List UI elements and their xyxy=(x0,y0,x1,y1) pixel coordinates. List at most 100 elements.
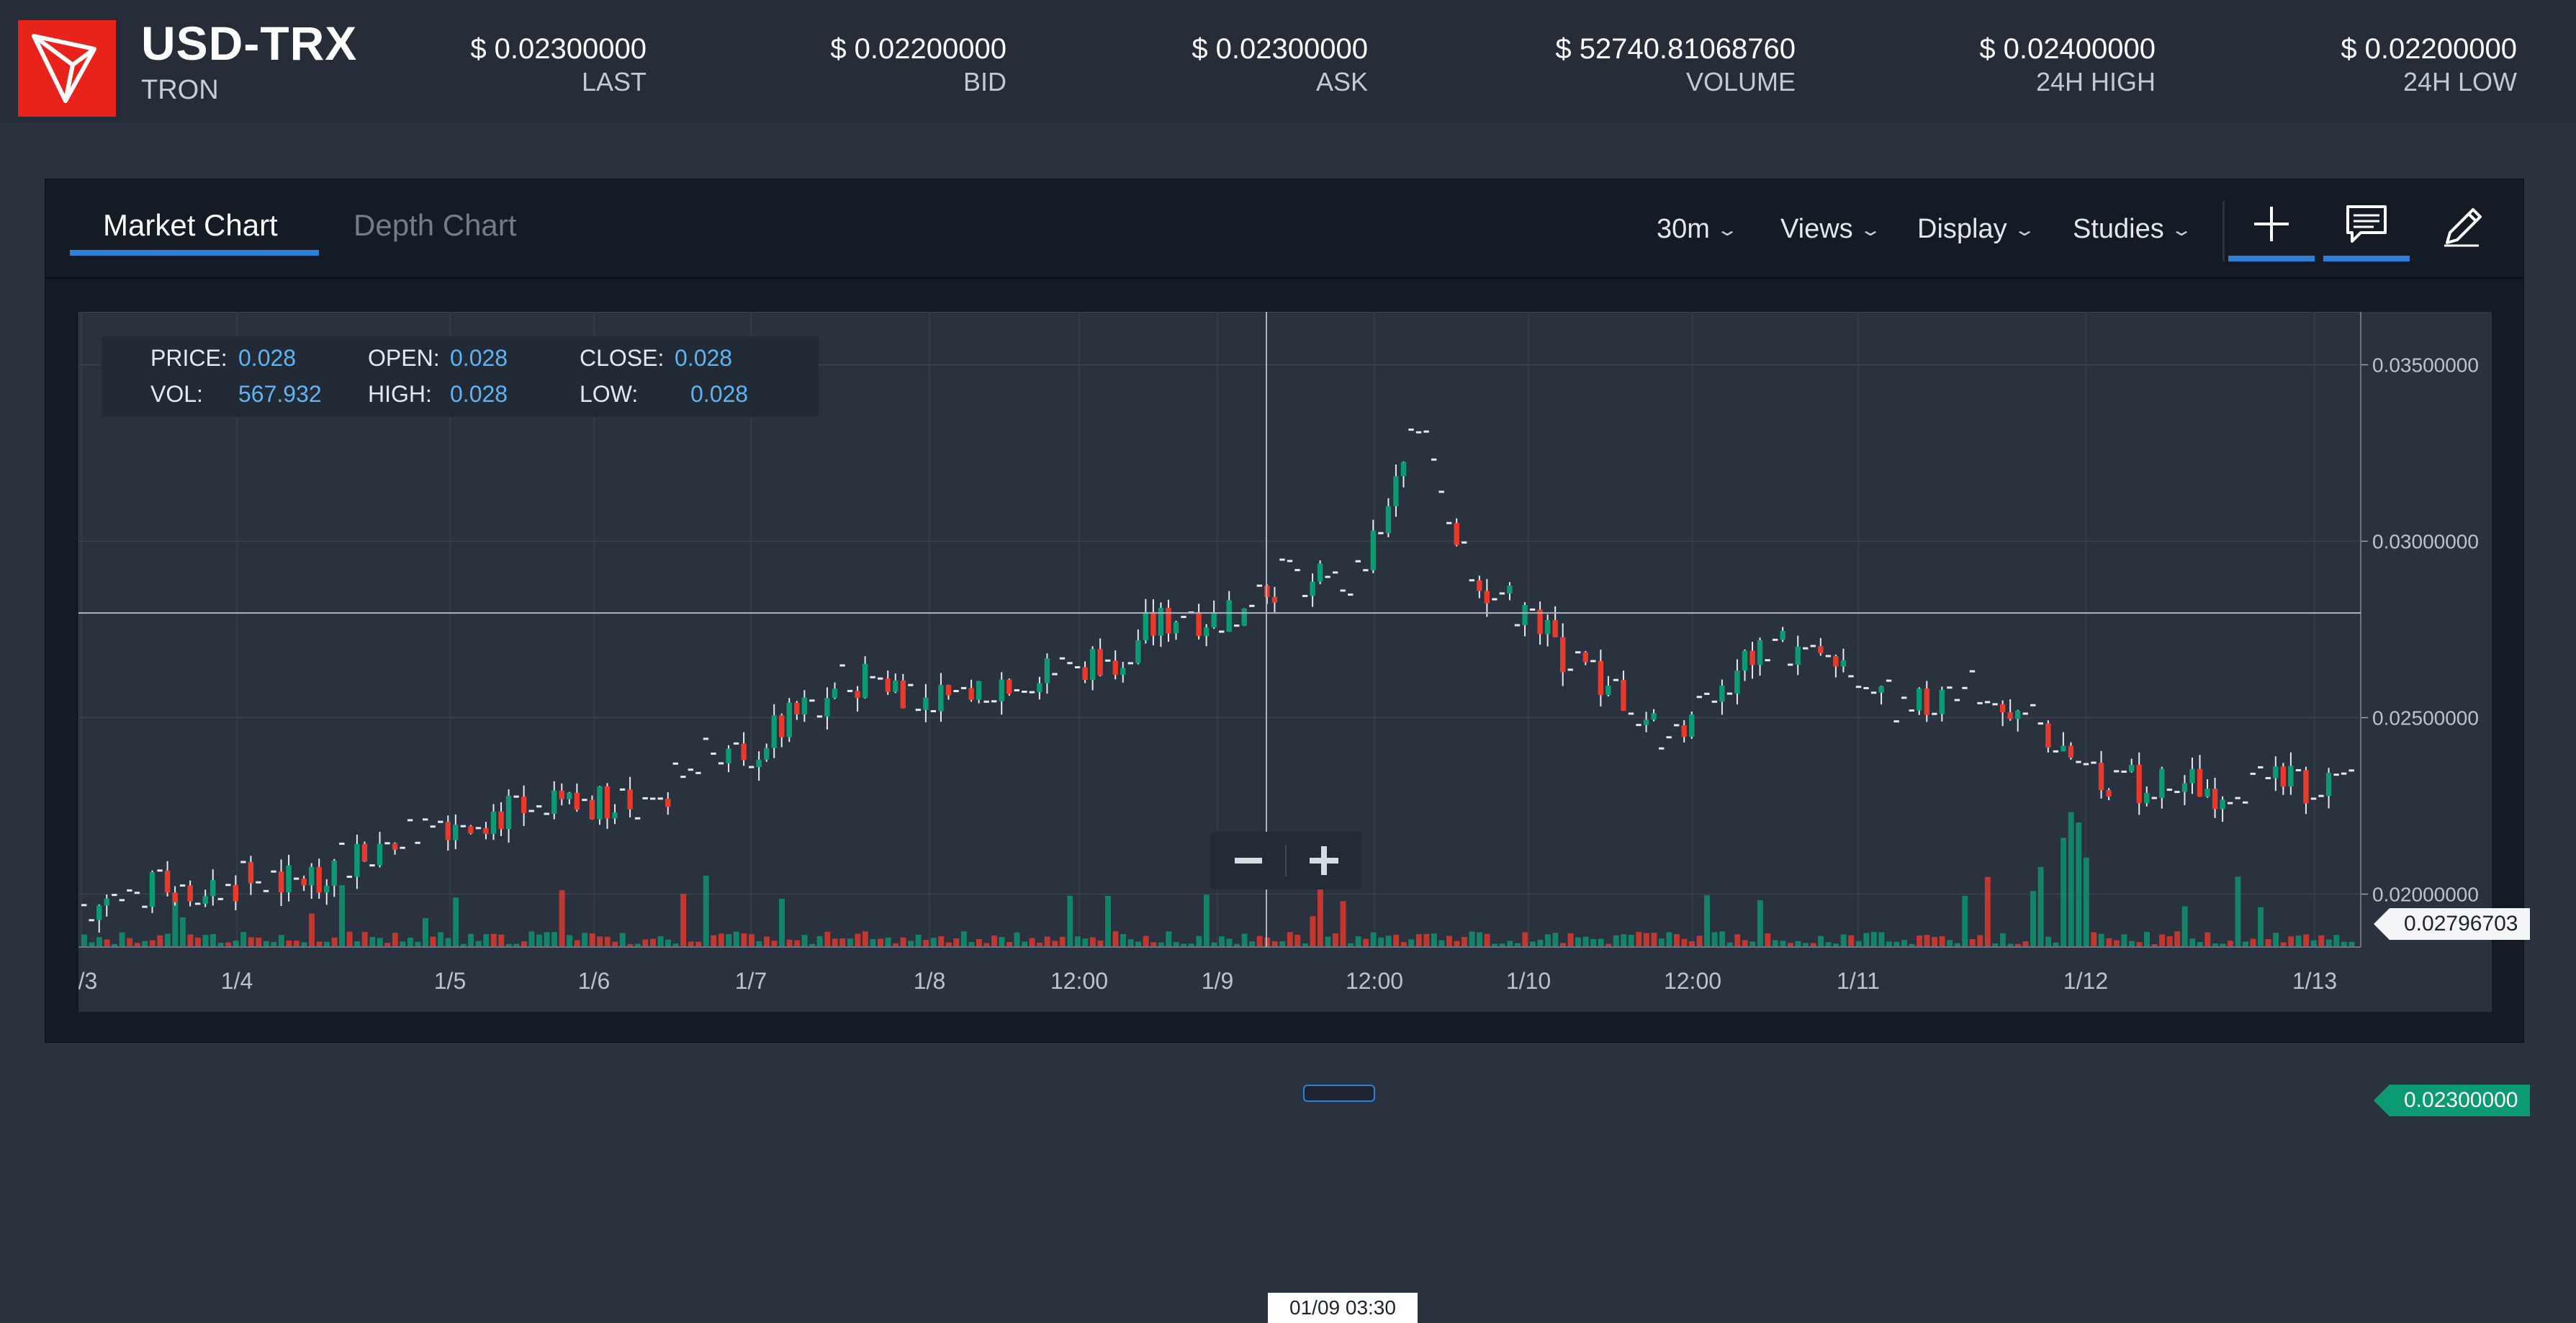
volume-bar xyxy=(2325,939,2332,947)
volume-bar xyxy=(2197,941,2203,947)
candle xyxy=(1037,683,1042,693)
candle xyxy=(968,688,974,700)
candle xyxy=(2136,764,2142,804)
display-dropdown[interactable]: Display ⌄ xyxy=(1917,214,2036,245)
crosshair-icon xyxy=(2254,207,2289,241)
volume-bar xyxy=(1939,936,1945,947)
candle xyxy=(1370,530,1377,570)
candle xyxy=(248,861,254,884)
candle xyxy=(331,861,337,886)
candle xyxy=(1507,586,1513,594)
views-dropdown[interactable]: Views ⌄ xyxy=(1780,214,1882,245)
volume-bar xyxy=(1037,942,1043,947)
candle xyxy=(2220,799,2225,810)
studies-dropdown[interactable]: Studies ⌄ xyxy=(2073,214,2193,245)
volume-bar xyxy=(339,885,346,947)
volume-bar xyxy=(1431,933,1437,947)
volume-bar xyxy=(1317,884,1323,947)
tron-logo-icon xyxy=(32,34,96,103)
price-value: 0.028 xyxy=(238,345,297,371)
volume-bar xyxy=(1878,932,1885,947)
bottom-panel-button[interactable] xyxy=(1303,1085,1375,1102)
volume-bar xyxy=(2037,866,2044,947)
volume-bar xyxy=(1112,931,1119,947)
volume-bar xyxy=(657,936,664,947)
volume-bar xyxy=(1014,932,1020,947)
volume-bar xyxy=(1249,941,1256,947)
volume-bar xyxy=(1825,942,1832,947)
interval-dropdown[interactable]: 30m ⌄ xyxy=(1657,214,1739,245)
crosshair-tool-button[interactable] xyxy=(2228,195,2315,261)
volume-bar xyxy=(2061,838,2067,947)
volume-bar xyxy=(2121,934,2127,947)
volume-bar xyxy=(1954,943,1960,947)
candle xyxy=(1818,645,1824,653)
candle xyxy=(1757,640,1763,665)
comments-tool-button[interactable] xyxy=(2323,195,2410,261)
candle xyxy=(612,812,618,819)
volume-bar xyxy=(217,943,224,947)
candle xyxy=(490,811,497,834)
volume-bar xyxy=(377,938,383,947)
volume-bar xyxy=(718,933,724,947)
x-tick-label: 12:00 xyxy=(1664,968,1721,994)
candle xyxy=(567,792,572,799)
candle xyxy=(210,879,216,897)
tab-market-chart[interactable]: Market Chart xyxy=(103,208,278,242)
stat-value: $ 52740.81068760 xyxy=(1555,33,1796,65)
candle xyxy=(1385,506,1392,534)
volume-bar xyxy=(1757,900,1763,947)
volume-bar xyxy=(612,941,618,947)
candle xyxy=(2106,789,2112,797)
volume-bar xyxy=(1636,932,1642,947)
candle xyxy=(862,663,868,698)
volume-bar xyxy=(945,942,952,947)
volume-bar xyxy=(1462,936,1467,947)
zoom-out-button[interactable] xyxy=(1210,832,1282,889)
zoom-in-button[interactable] xyxy=(1288,832,1360,889)
volume-bar xyxy=(2295,935,2302,947)
candle xyxy=(2045,723,2051,748)
volume-bar xyxy=(1105,896,1111,947)
volume-bar xyxy=(438,932,443,947)
tab-depth-chart[interactable]: Depth Chart xyxy=(353,208,517,242)
interval-label: 30m xyxy=(1657,214,1710,244)
candle xyxy=(1454,523,1459,545)
volume-bar xyxy=(536,934,542,947)
volume-bar xyxy=(938,936,945,947)
volume-bar xyxy=(1901,940,1907,947)
chart-toolbar: Market Chart Depth Chart 30m ⌄ Views ⌄ Dis… xyxy=(45,179,2523,279)
active-tab-indicator xyxy=(70,250,319,256)
candle xyxy=(771,715,777,748)
volume-bar xyxy=(756,941,762,947)
draw-tool-button[interactable] xyxy=(2418,195,2505,261)
volume-bar xyxy=(1052,941,1058,947)
volume-bar xyxy=(293,940,300,947)
volume-bar xyxy=(528,931,535,947)
stat-label: 24H LOW xyxy=(2402,67,2517,97)
volume-bar xyxy=(1203,894,1210,947)
volume-bar xyxy=(1704,895,1711,947)
stat-value: $ 0.02200000 xyxy=(2341,33,2517,65)
candle xyxy=(559,790,564,799)
candle xyxy=(1097,649,1103,676)
minus-icon xyxy=(1235,858,1262,864)
volume-bar xyxy=(832,938,838,947)
candle xyxy=(574,792,580,810)
volume-bar xyxy=(1818,936,1824,947)
candlestick-chart[interactable]: 0.02000000 0.02500000 0.03000000 0.03500000… xyxy=(78,312,2530,1323)
chart-canvas[interactable]: 0.02000000 0.02500000 0.03000000 0.03500000… xyxy=(78,312,2492,1012)
candles xyxy=(81,429,2354,933)
volume-bar xyxy=(1582,936,1589,947)
candle xyxy=(377,843,383,866)
volume-bar xyxy=(361,931,368,947)
candle xyxy=(1006,679,1012,694)
volume-bar xyxy=(1006,942,1012,947)
candle xyxy=(999,679,1004,701)
x-tick-label: 1/4 xyxy=(221,968,253,994)
candle xyxy=(1939,690,1945,714)
volume-bar xyxy=(2015,943,2021,947)
x-tick-label: 1/10 xyxy=(1506,968,1551,994)
volume-bar xyxy=(164,933,171,947)
x-tick-label: 1/11 xyxy=(1837,968,1880,994)
